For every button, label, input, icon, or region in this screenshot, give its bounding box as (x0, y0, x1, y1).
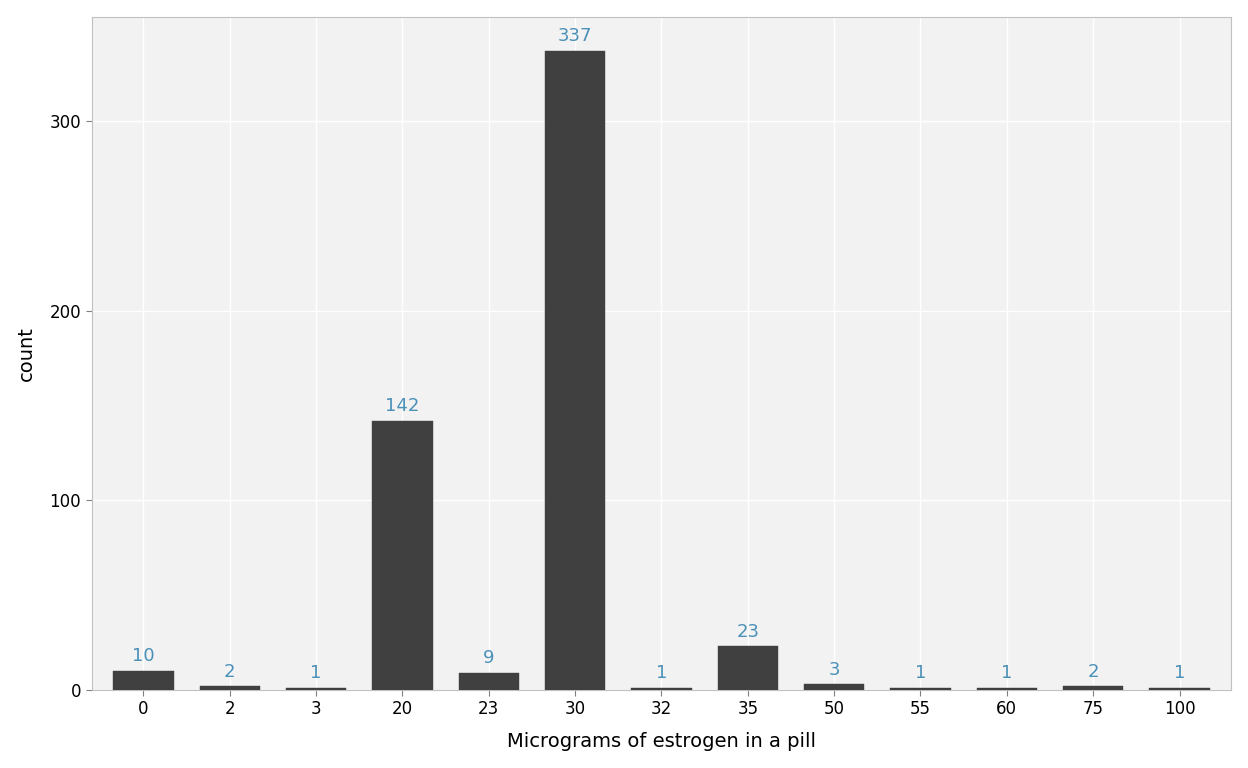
Text: 10: 10 (132, 647, 155, 665)
Text: 2: 2 (223, 663, 236, 680)
Bar (114, 671, 173, 690)
Text: 2: 2 (1087, 663, 1099, 680)
Text: 1: 1 (1174, 664, 1186, 683)
Bar (1063, 687, 1123, 690)
Bar (458, 673, 519, 690)
Bar (1149, 688, 1209, 690)
Y-axis label: count: count (16, 326, 36, 381)
Bar (545, 51, 605, 690)
Bar (890, 688, 951, 690)
Text: 3: 3 (829, 660, 840, 679)
Text: 1: 1 (311, 664, 322, 683)
Text: 23: 23 (736, 623, 759, 641)
Text: 337: 337 (558, 27, 593, 45)
Text: 142: 142 (386, 397, 419, 415)
Bar (372, 421, 433, 690)
Text: 1: 1 (655, 664, 668, 683)
Text: 1: 1 (1001, 664, 1012, 683)
Bar (977, 688, 1037, 690)
Bar (631, 688, 691, 690)
Text: 9: 9 (483, 649, 494, 667)
Bar (718, 647, 778, 690)
Text: 1: 1 (915, 664, 926, 683)
Bar (804, 684, 865, 690)
Bar (200, 687, 260, 690)
X-axis label: Micrograms of estrogen in a pill: Micrograms of estrogen in a pill (507, 733, 816, 751)
Bar (286, 688, 346, 690)
